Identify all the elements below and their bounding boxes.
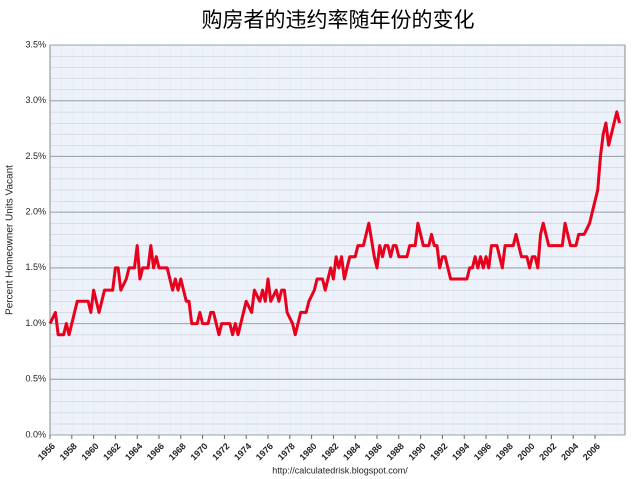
- y-tick-label: 2.0%: [25, 207, 46, 217]
- x-tick-label: 1984: [341, 441, 362, 462]
- x-tick-label: 1966: [145, 441, 166, 462]
- chart-title: 购房者的违约率随年份的变化: [202, 8, 475, 32]
- y-tick-label: 3.0%: [25, 95, 46, 105]
- x-tick-label: 2000: [515, 441, 536, 462]
- x-tick-label: 1996: [472, 441, 493, 462]
- x-tick-label: 1998: [494, 441, 515, 462]
- x-tick-label: 1992: [428, 441, 449, 462]
- x-tick-label: 1990: [406, 441, 427, 462]
- x-tick-label: 1970: [188, 441, 209, 462]
- y-axis-label: Percent Homeowner Units Vacant: [5, 165, 16, 315]
- x-tick-label: 1994: [450, 441, 471, 462]
- x-tick-label: 2002: [537, 441, 558, 462]
- x-tick-label: 1964: [123, 441, 144, 462]
- x-tick-label: 1958: [58, 441, 79, 462]
- data-line: [48, 110, 622, 337]
- x-tick-label: 1976: [254, 441, 275, 462]
- x-tick-label: 1962: [101, 441, 122, 462]
- x-tick-label: 2006: [581, 441, 602, 462]
- x-tick-label: 1956: [36, 441, 57, 462]
- x-tick-label: 1972: [210, 441, 231, 462]
- x-tick-label: 1968: [167, 441, 188, 462]
- y-tick-label: 1.5%: [25, 262, 46, 272]
- y-tick-label: 2.5%: [25, 151, 46, 161]
- x-tick-label: 1978: [276, 441, 297, 462]
- x-tick-label: 1988: [385, 441, 406, 462]
- source: http://calculatedrisk.blogspot.com/: [272, 465, 408, 475]
- x-tick-label: 1982: [319, 441, 340, 462]
- y-tick-label: 0.5%: [25, 374, 46, 384]
- plot-area: [49, 44, 626, 436]
- y-tick-label: 0.0%: [25, 429, 46, 439]
- x-tick-label: 1960: [79, 441, 100, 462]
- y-tick-label: 1.0%: [25, 318, 46, 328]
- x-tick-label: 1974: [232, 441, 253, 462]
- x-tick-label: 1980: [297, 441, 318, 462]
- x-tick-label: 2004: [559, 441, 580, 462]
- y-tick-label: 3.5%: [25, 39, 46, 49]
- x-tick-label: 1986: [363, 441, 384, 462]
